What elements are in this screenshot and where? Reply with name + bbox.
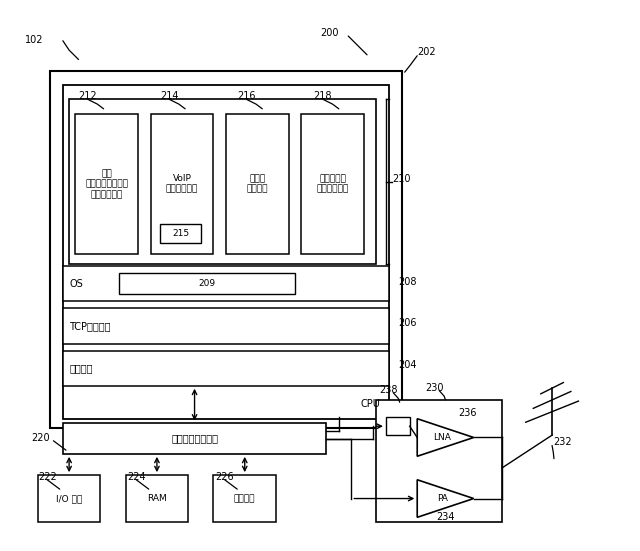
Bar <box>125 475 188 522</box>
Bar <box>63 350 389 386</box>
Text: 232: 232 <box>554 436 572 446</box>
Text: 226: 226 <box>215 472 234 482</box>
Bar <box>51 71 401 428</box>
Text: 220: 220 <box>31 433 50 443</box>
Text: ドライバ: ドライバ <box>69 363 93 373</box>
Bar <box>150 114 213 255</box>
Text: 214: 214 <box>160 91 179 101</box>
Bar <box>301 114 364 255</box>
Text: 210: 210 <box>392 174 411 183</box>
Text: 102: 102 <box>25 35 44 45</box>
Bar <box>119 273 295 294</box>
Text: 204: 204 <box>398 360 417 370</box>
Text: 209: 209 <box>198 279 216 288</box>
Text: LNA: LNA <box>433 433 451 442</box>
Bar <box>213 475 276 522</box>
Text: 218: 218 <box>314 91 332 101</box>
Text: 208: 208 <box>398 277 417 287</box>
Text: 202: 202 <box>417 47 436 57</box>
Bar <box>63 423 326 454</box>
Bar <box>63 309 389 344</box>
Text: PA: PA <box>437 494 448 503</box>
Text: 222: 222 <box>38 472 56 482</box>
Bar <box>76 114 138 255</box>
Text: VoIP
クライアント: VoIP クライアント <box>166 174 198 193</box>
Text: 236: 236 <box>458 408 477 418</box>
Text: 電子メール
クライアント: 電子メール クライアント <box>316 174 349 193</box>
Bar <box>386 417 410 435</box>
Bar <box>226 114 289 255</box>
Text: RAM: RAM <box>147 494 167 503</box>
Text: CPU: CPU <box>361 399 381 409</box>
Text: OS: OS <box>69 279 83 289</box>
Text: 記憶装置: 記憶装置 <box>234 494 255 503</box>
Text: 200: 200 <box>320 28 339 38</box>
Text: ウェブ
ブラウザ: ウェブ ブラウザ <box>246 174 268 193</box>
Text: 206: 206 <box>398 318 417 328</box>
Text: 230: 230 <box>426 382 444 392</box>
Text: I/O 装置: I/O 装置 <box>56 494 83 503</box>
Text: 212: 212 <box>79 91 97 101</box>
Bar <box>38 475 100 522</box>
Bar <box>69 99 376 264</box>
Text: 238: 238 <box>380 385 398 395</box>
Text: 215: 215 <box>172 229 189 237</box>
Text: 234: 234 <box>436 512 454 522</box>
Text: 専用
アプリケーション
クライアント: 専用 アプリケーション クライアント <box>85 169 128 199</box>
Text: 224: 224 <box>127 472 145 482</box>
Text: インターコネクト: インターコネクト <box>171 434 218 444</box>
Text: 216: 216 <box>237 91 256 101</box>
Bar <box>63 85 389 419</box>
Text: TCPスタック: TCPスタック <box>69 321 111 331</box>
Bar <box>63 266 389 301</box>
Bar <box>160 224 201 242</box>
Bar <box>376 400 502 522</box>
